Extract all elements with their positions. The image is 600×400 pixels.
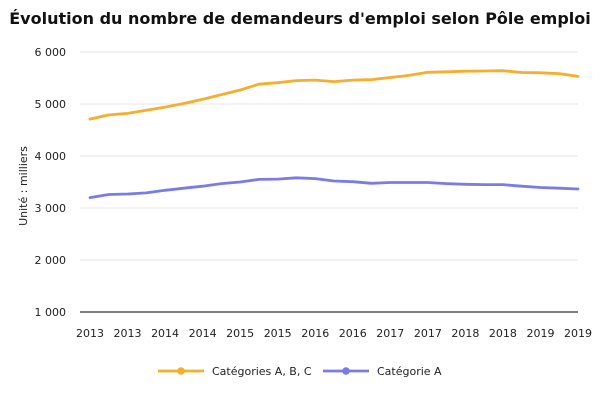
y-tick-label: 1 000	[35, 306, 67, 319]
y-tick-label: 3 000	[35, 202, 67, 215]
y-tick-label: 4 000	[35, 150, 67, 163]
x-tick-label: 2018	[451, 327, 479, 340]
legend-swatch-marker	[342, 367, 350, 375]
y-axis-label: Unité : milliers	[17, 146, 30, 226]
legend-label: Catégorie A	[377, 365, 442, 378]
legend-item[interactable]: Catégories A, B, C	[158, 365, 312, 378]
x-tick-label: 2017	[376, 327, 404, 340]
series-line-2	[88, 176, 580, 200]
x-tick-label: 2016	[339, 327, 367, 340]
legend-item[interactable]: Catégorie A	[323, 365, 442, 378]
x-tick-label: 2013	[76, 327, 104, 340]
x-tick-label: 2014	[189, 327, 217, 340]
x-tick-label: 2015	[264, 327, 292, 340]
x-tick-label: 2015	[226, 327, 254, 340]
x-tick-label: 2016	[301, 327, 329, 340]
x-tick-label: 2019	[564, 327, 592, 340]
legend-label: Catégories A, B, C	[212, 365, 312, 378]
x-tick-label: 2013	[114, 327, 142, 340]
series-line-1	[88, 69, 580, 121]
y-tick-label: 5 000	[35, 98, 67, 111]
x-tick-label: 2014	[151, 327, 179, 340]
x-tick-label: 2018	[489, 327, 517, 340]
y-tick-label: 2 000	[35, 254, 67, 267]
x-tick-label: 2019	[526, 327, 554, 340]
y-tick-label: 6 000	[35, 46, 67, 59]
x-tick-label: 2017	[414, 327, 442, 340]
legend-swatch-marker	[177, 367, 185, 375]
chart-title: Évolution du nombre de demandeurs d'empl…	[9, 9, 591, 28]
